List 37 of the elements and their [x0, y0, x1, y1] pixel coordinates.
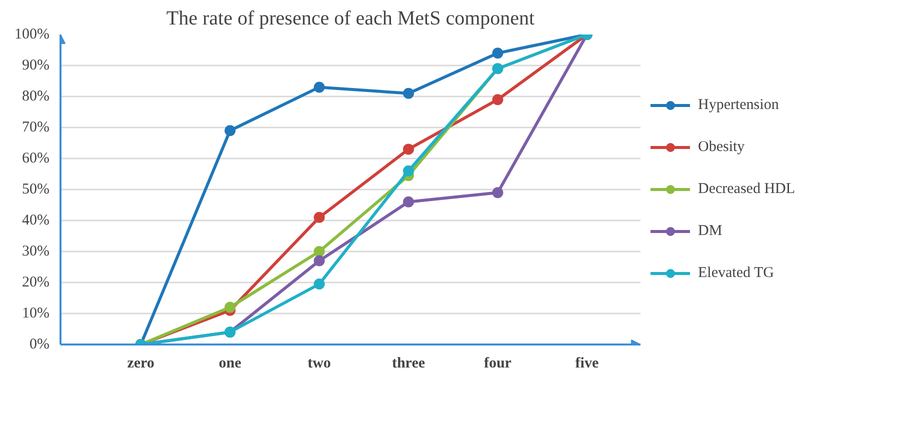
y-tick-label: 50%	[22, 182, 50, 198]
point	[492, 94, 504, 106]
point	[403, 144, 414, 155]
x-tick-label: two	[308, 356, 331, 372]
point	[403, 196, 414, 208]
y-tick-label: 20%	[22, 274, 50, 290]
legend-label: Hypertension	[698, 96, 779, 114]
legend-label: DM	[698, 222, 722, 240]
point	[403, 165, 414, 176]
point	[492, 187, 504, 198]
point	[403, 88, 414, 99]
y-tick-label: 60%	[22, 150, 50, 166]
point	[492, 48, 504, 59]
y-tick-label: 10%	[22, 306, 50, 322]
y-tick-label: 100%	[14, 26, 50, 42]
y-tick-label: 90%	[22, 58, 50, 74]
point	[314, 278, 325, 290]
x-tick-label: five	[575, 356, 599, 372]
y-tick-label: 80%	[22, 88, 50, 104]
y-tick-label: 30%	[22, 244, 50, 260]
point	[224, 125, 236, 136]
y-tick-label: 40%	[22, 212, 50, 228]
legend-label: Decreased HDL	[698, 180, 796, 198]
legend-label: Obesity	[698, 138, 745, 156]
y-tick-label: 0%	[30, 336, 50, 352]
chart-title: The rate of presence of each MetS component	[166, 8, 536, 30]
x-tick-label: three	[392, 356, 426, 372]
x-tick-label: one	[218, 356, 242, 372]
legend-label: Elevated TG	[698, 264, 774, 282]
point	[314, 255, 325, 266]
x-tick-label: zero	[127, 356, 154, 372]
point	[314, 212, 325, 223]
y-tick-label: 70%	[22, 120, 50, 136]
point	[224, 302, 236, 313]
point	[314, 82, 325, 93]
point	[314, 246, 325, 257]
x-tick-label: four	[484, 356, 512, 372]
